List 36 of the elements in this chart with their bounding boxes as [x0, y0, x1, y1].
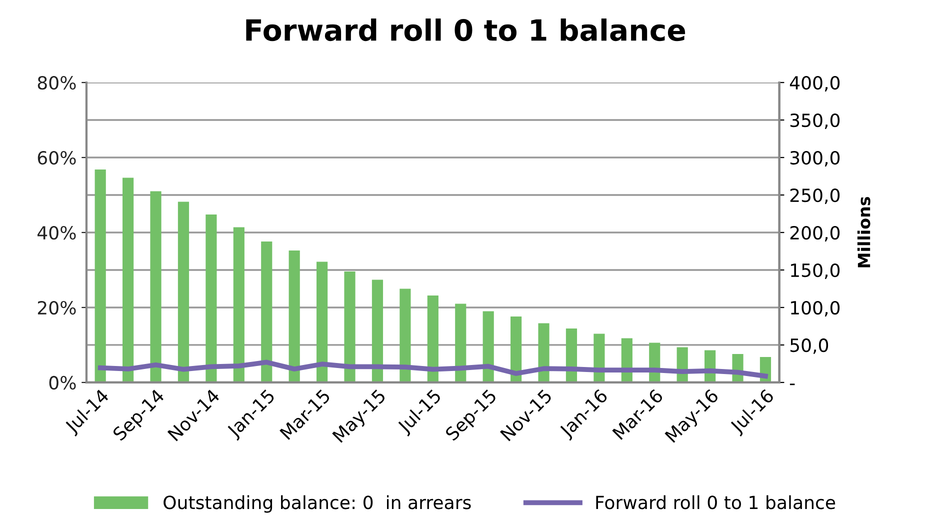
bar — [455, 304, 466, 382]
bar — [94, 170, 106, 382]
y2-tick-label: - — [790, 384, 795, 386]
y2-tick-label: 150,0 — [791, 263, 840, 279]
bar — [233, 227, 244, 382]
y-tick-label: 60% — [38, 150, 76, 165]
y-tick-label: 80% — [38, 76, 76, 90]
y2-tick-label: 400,0 — [790, 76, 840, 92]
bar — [122, 178, 134, 382]
y2-tick-label: 50,0 — [790, 338, 828, 354]
bar — [538, 323, 550, 382]
bar — [510, 316, 522, 382]
y2-tick-label: 300,0 — [790, 150, 840, 166]
y2-tick-label: 200,0 — [790, 226, 840, 242]
bar — [206, 214, 217, 382]
y-tick-label: 0% — [49, 376, 76, 390]
y2-tick-label: 350,0 — [790, 113, 840, 129]
line-series — [98, 360, 768, 379]
legend-label: Outstanding balance: 0 in arrears — [164, 495, 471, 513]
y2-tick-label: 100,0 — [791, 300, 840, 316]
y2-axis-title: Millions — [857, 196, 870, 268]
bar — [178, 202, 190, 382]
y-tick-label: 20% — [38, 300, 76, 315]
bar — [261, 241, 272, 382]
legend-label: Forward roll 0 to 1 balance — [596, 495, 836, 510]
bar — [427, 295, 438, 382]
chart-title: Forward roll 0 to 1 balance — [246, 18, 686, 42]
bar — [400, 288, 411, 382]
bar — [150, 191, 162, 382]
bar — [316, 262, 328, 382]
bar — [344, 271, 356, 382]
bar — [372, 280, 384, 382]
y2-tick-label: 250,0 — [790, 188, 840, 204]
y-tick-label: 40% — [38, 226, 76, 240]
bar — [288, 250, 300, 382]
bar — [482, 311, 494, 382]
